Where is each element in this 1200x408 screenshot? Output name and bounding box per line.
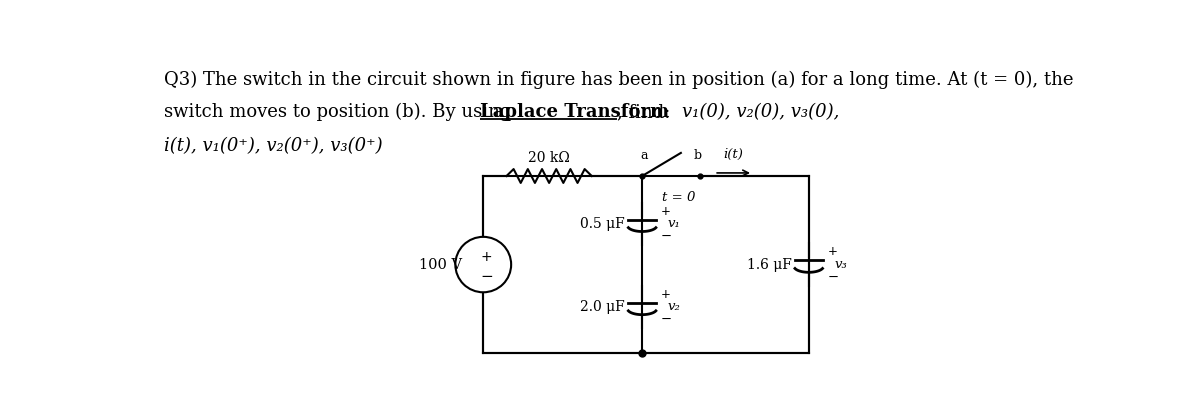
Text: i(t): i(t)	[724, 149, 744, 162]
Text: Laplace Transform: Laplace Transform	[480, 103, 668, 121]
Text: −: −	[661, 230, 672, 243]
Text: Q3) The switch in the circuit shown in figure has been in position (a) for a lon: Q3) The switch in the circuit shown in f…	[164, 71, 1074, 89]
Text: −: −	[661, 313, 672, 326]
Text: 100 V: 100 V	[419, 257, 462, 272]
Text: v₁(0), v₂(0), v₃(0),: v₁(0), v₂(0), v₃(0),	[683, 103, 840, 121]
Text: 2.0 μF: 2.0 μF	[581, 300, 625, 314]
Text: switch moves to position (b). By using: switch moves to position (b). By using	[164, 103, 517, 121]
Text: 20 kΩ: 20 kΩ	[528, 151, 570, 165]
Text: 0.5 μF: 0.5 μF	[581, 217, 625, 231]
Text: v₃: v₃	[834, 258, 847, 271]
Text: a: a	[641, 149, 648, 162]
Text: −: −	[480, 268, 493, 284]
Text: +: +	[661, 204, 671, 217]
Text: +: +	[661, 288, 671, 301]
Text: +: +	[827, 245, 838, 258]
Text: i(t), v₁(0⁺), v₂(0⁺), v₃(0⁺): i(t), v₁(0⁺), v₂(0⁺), v₃(0⁺)	[164, 137, 383, 155]
Text: , find:: , find:	[618, 103, 677, 121]
Text: 1.6 μF: 1.6 μF	[746, 257, 792, 272]
Text: v₁: v₁	[667, 217, 680, 230]
Text: +: +	[480, 250, 492, 264]
FancyBboxPatch shape	[484, 176, 809, 353]
Circle shape	[455, 237, 511, 292]
Text: t = 0: t = 0	[662, 191, 696, 204]
Text: b: b	[694, 149, 702, 162]
Text: −: −	[827, 271, 839, 284]
Text: v₂: v₂	[667, 300, 680, 313]
